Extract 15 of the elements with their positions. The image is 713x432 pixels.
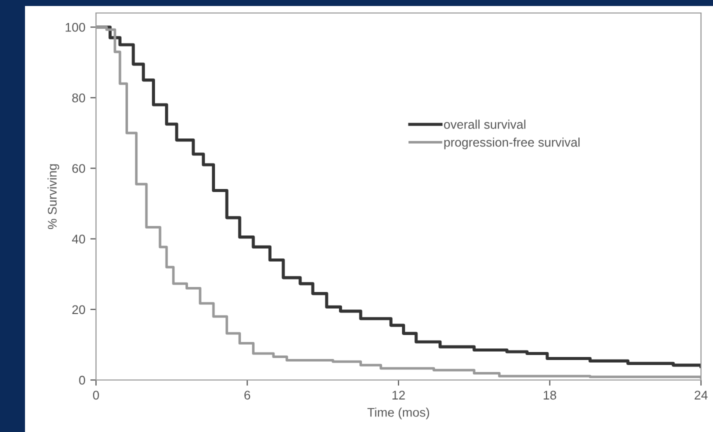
y-tick-label: 100 [66, 22, 86, 32]
y-axis-title: % Surviving [48, 164, 60, 230]
x-tick-label: 6 [244, 390, 250, 400]
x-tick-label: 12 [392, 390, 405, 400]
y-tick-label: 20 [72, 305, 86, 314]
y-tick-label: 0 [79, 376, 86, 385]
x-tick-label: 18 [544, 390, 556, 400]
y-tick-label: 60 [72, 164, 86, 173]
x-tick-label: 0 [93, 390, 99, 400]
x-axis-title: Time (mos) [367, 408, 430, 420]
legend-label: progression-free survival [444, 138, 580, 150]
x-tick-label: 24 [694, 390, 708, 400]
y-tick-label: 80 [72, 93, 86, 102]
legend-label: overall survival [444, 120, 526, 129]
y-tick-label: 40 [72, 234, 86, 244]
